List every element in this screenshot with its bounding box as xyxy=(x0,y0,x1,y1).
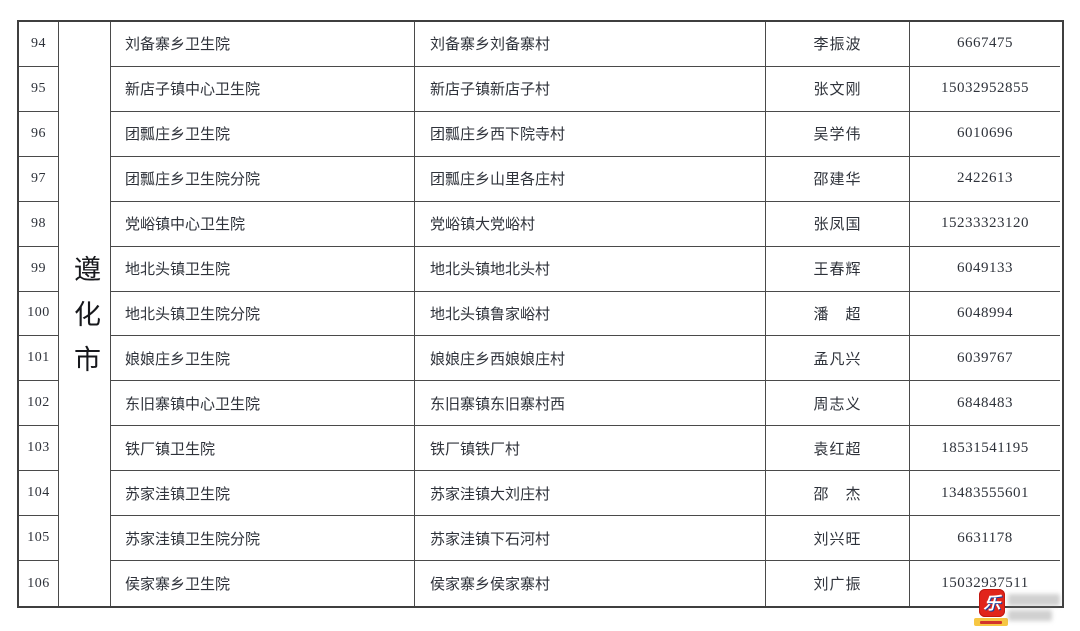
address-cell: 娘娘庄乡西娘娘庄村 xyxy=(415,336,766,382)
phone-cell: 6010696 xyxy=(910,112,1060,157)
phone-cell: 6048994 xyxy=(910,292,1060,337)
address-cell: 团瓢庄乡西下院寺村 xyxy=(415,111,766,157)
phone-cell: 6631178 xyxy=(910,516,1060,562)
contact-name-cell: 刘广振 xyxy=(766,561,910,606)
contact-name-cell: 潘 超 xyxy=(766,291,910,337)
institution-cell: 铁厂镇卫生院 xyxy=(111,426,415,472)
phone-cell: 13483555601 xyxy=(910,471,1060,517)
contact-name-cell: 孟凡兴 xyxy=(766,336,910,382)
address-cell: 地北头镇鲁家峪村 xyxy=(415,291,766,337)
contact-name-cell: 邵建华 xyxy=(766,156,910,202)
address-cell: 铁厂镇铁厂村 xyxy=(415,426,766,472)
institution-cell: 东旧寨镇中心卫生院 xyxy=(111,381,415,427)
phone-cell: 6848483 xyxy=(910,381,1060,427)
institution-cell: 团瓢庄乡卫生院分院 xyxy=(111,156,415,202)
address-cell: 苏家洼镇下石河村 xyxy=(415,516,766,562)
watermark-banner-text-blur xyxy=(980,620,1002,624)
contact-name-cell: 李振波 xyxy=(766,22,910,67)
institution-cell: 侯家寨乡卫生院 xyxy=(111,561,415,606)
phone-cell: 2422613 xyxy=(910,157,1060,202)
row-number-cell: 99 xyxy=(19,246,59,292)
address-cell: 东旧寨镇东旧寨村西 xyxy=(415,381,766,427)
region-label: 遵化市 xyxy=(70,255,100,391)
contact-name-cell: 袁红超 xyxy=(766,426,910,472)
row-number-cell: 104 xyxy=(19,471,59,517)
institution-cell: 地北头镇卫生院分院 xyxy=(111,291,415,337)
institution-cell: 苏家洼镇卫生院 xyxy=(111,471,415,517)
phone-cell: 6039767 xyxy=(910,336,1060,382)
address-cell: 党峪镇大党峪村 xyxy=(415,201,766,247)
contact-name-cell: 吴学伟 xyxy=(766,111,910,157)
row-number-cell: 96 xyxy=(19,111,59,157)
address-cell: 刘备寨乡刘备寨村 xyxy=(415,22,766,67)
contact-name-cell: 张文刚 xyxy=(766,66,910,112)
watermark-banner xyxy=(974,618,1008,626)
phone-cell: 15032937511 xyxy=(941,575,1029,592)
contact-name-cell: 邵 杰 xyxy=(766,471,910,517)
institution-cell: 娘娘庄乡卫生院 xyxy=(111,336,415,382)
row-number-cell: 97 xyxy=(19,156,59,202)
address-cell: 侯家寨乡侯家寨村 xyxy=(415,561,766,606)
row-number-cell: 106 xyxy=(19,561,59,606)
contact-name-cell: 张凤国 xyxy=(766,201,910,247)
address-cell: 苏家洼镇大刘庄村 xyxy=(415,471,766,517)
health-centers-table: 遵化市 94 刘备寨乡卫生院 刘备寨乡刘备寨村 李振波 6667475 95 新店子镇中心卫… xyxy=(17,20,1064,608)
watermark-blur-text xyxy=(1008,610,1052,621)
institution-cell: 党峪镇中心卫生院 xyxy=(111,201,415,247)
address-cell: 新店子镇新店子村 xyxy=(415,66,766,112)
contact-name-cell: 王春辉 xyxy=(766,246,910,292)
row-number-cell: 100 xyxy=(19,291,59,337)
address-cell: 团瓢庄乡山里各庄村 xyxy=(415,156,766,202)
region-cell: 遵化市 xyxy=(59,22,111,606)
row-number-cell: 94 xyxy=(19,22,59,67)
phone-cell: 18531541195 xyxy=(910,426,1060,472)
institution-cell: 新店子镇中心卫生院 xyxy=(111,66,415,112)
phone-cell: 15233323120 xyxy=(910,202,1060,247)
institution-cell: 苏家洼镇卫生院分院 xyxy=(111,516,415,562)
institution-cell: 地北头镇卫生院 xyxy=(111,246,415,292)
row-number-cell: 102 xyxy=(19,381,59,427)
phone-cell: 6049133 xyxy=(910,247,1060,292)
row-number-cell: 95 xyxy=(19,66,59,112)
address-cell: 地北头镇地北头村 xyxy=(415,246,766,292)
contact-name-cell: 周志义 xyxy=(766,381,910,427)
institution-cell: 刘备寨乡卫生院 xyxy=(111,22,415,67)
contact-name-cell: 刘兴旺 xyxy=(766,516,910,562)
phone-cell: 15032952855 xyxy=(910,67,1060,112)
row-number-cell: 105 xyxy=(19,516,59,562)
row-number-cell: 98 xyxy=(19,201,59,247)
phone-cell: 6667475 xyxy=(910,22,1060,67)
row-number-cell: 101 xyxy=(19,336,59,382)
row-number-cell: 103 xyxy=(19,426,59,472)
institution-cell: 团瓢庄乡卫生院 xyxy=(111,111,415,157)
